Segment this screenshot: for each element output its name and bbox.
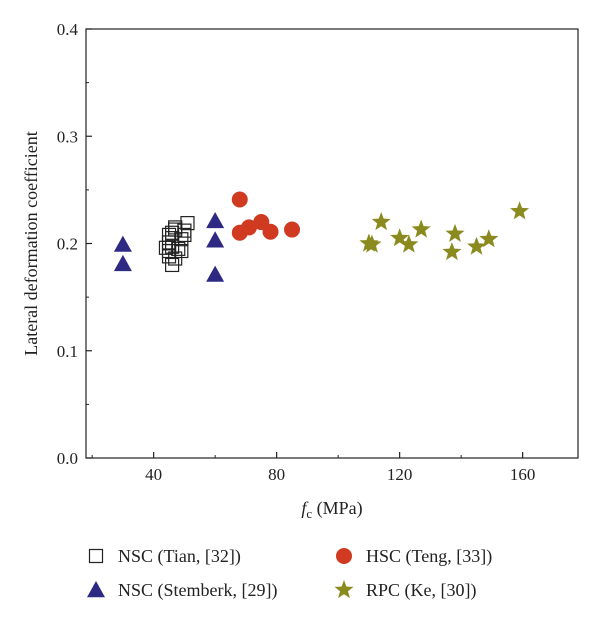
legend-label: NSC (Stemberk, [29]) bbox=[118, 580, 277, 601]
data-point bbox=[479, 229, 499, 248]
data-point bbox=[171, 241, 186, 256]
legend-item: RPC (Ke, [30]) bbox=[334, 580, 477, 601]
data-point bbox=[206, 265, 225, 282]
legend-label: HSC (Teng, [33]) bbox=[366, 546, 492, 567]
data-point bbox=[206, 231, 225, 248]
y-tick-label: 0.4 bbox=[57, 20, 79, 39]
data-point bbox=[177, 223, 192, 238]
data-point bbox=[467, 236, 487, 255]
legend-marker bbox=[88, 548, 104, 564]
data-point bbox=[371, 212, 391, 231]
x-axis-title: fc (MPa) bbox=[301, 498, 362, 521]
data-point bbox=[177, 227, 192, 243]
data-point bbox=[411, 219, 431, 238]
data-point bbox=[113, 254, 132, 272]
legend-item: NSC (Tian, [32]) bbox=[88, 546, 241, 567]
data-point bbox=[284, 221, 301, 238]
data-point bbox=[399, 234, 419, 253]
y-tick-label: 0.3 bbox=[57, 127, 78, 146]
data-point bbox=[445, 223, 465, 242]
legend-marker bbox=[336, 548, 352, 564]
data-point bbox=[206, 211, 225, 229]
legend-label: RPC (Ke, [30]) bbox=[366, 580, 477, 601]
data-point bbox=[442, 242, 462, 261]
data-point bbox=[231, 191, 248, 208]
data-point bbox=[180, 216, 195, 231]
series-2 bbox=[231, 191, 301, 241]
x-tick-label: 80 bbox=[268, 465, 285, 484]
data-point bbox=[262, 223, 279, 240]
data-point bbox=[168, 220, 183, 235]
y-tick-label: 0.0 bbox=[57, 449, 78, 468]
y-tick-label: 0.2 bbox=[57, 235, 78, 254]
legend-label: NSC (Tian, [32]) bbox=[118, 546, 241, 567]
legend-marker bbox=[334, 580, 354, 599]
series-3 bbox=[359, 201, 530, 261]
data-point bbox=[113, 235, 132, 252]
y-tick-label: 0.1 bbox=[57, 342, 78, 361]
series-0 bbox=[158, 216, 195, 273]
x-tick-label: 160 bbox=[510, 465, 536, 484]
legend-marker bbox=[87, 581, 105, 598]
legend-item: NSC (Stemberk, [29]) bbox=[87, 580, 277, 601]
data-point bbox=[174, 243, 189, 259]
x-tick-label: 120 bbox=[387, 465, 413, 484]
legend-item: HSC (Teng, [33]) bbox=[336, 546, 492, 567]
data-point bbox=[158, 240, 174, 255]
y-axis-title: Lateral deformation coefficient bbox=[21, 131, 41, 356]
data-point bbox=[362, 234, 382, 253]
data-point bbox=[240, 219, 257, 236]
data-point bbox=[510, 201, 530, 220]
series-1 bbox=[113, 211, 225, 282]
x-tick-label: 40 bbox=[145, 465, 162, 484]
data-point bbox=[390, 228, 410, 247]
